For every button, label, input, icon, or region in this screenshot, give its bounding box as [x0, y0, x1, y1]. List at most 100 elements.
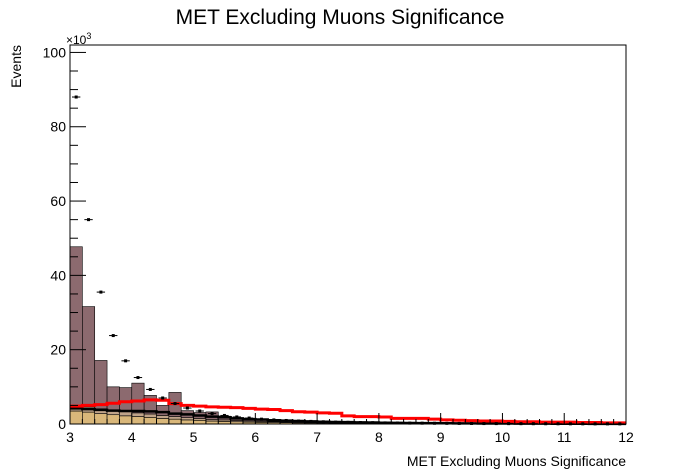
histogram-bar-stack2-bin9 [168, 416, 182, 420]
data-point-bin7 [146, 387, 155, 391]
histogram-bar-stack1-bin10 [180, 419, 194, 425]
data-point-bin22 [331, 420, 340, 424]
y-tick-label-60: 60 [50, 193, 66, 209]
histogram-bar-stack1-bin11 [193, 419, 207, 425]
data-points-layer [72, 95, 624, 426]
data-point-marker [395, 421, 399, 425]
histogram-bar-stack1-bin5 [119, 415, 133, 425]
data-point-marker [124, 359, 128, 363]
data-point-bin33 [467, 421, 476, 425]
histogram-bar-stack1-bin7 [143, 417, 157, 425]
data-point-bin11 [195, 409, 204, 413]
histogram-bar-stack2-bin5 [119, 411, 133, 417]
x-tick-label-8: 8 [375, 429, 383, 445]
data-point-marker [457, 421, 461, 425]
histogram-bar-stack3-bin3 [94, 360, 108, 410]
data-point-marker [222, 413, 226, 417]
histogram-bar-stack1-bin3 [94, 413, 108, 425]
x-tick-label-3: 3 [66, 429, 74, 445]
x-tick-label-10: 10 [495, 429, 511, 445]
x-tick-label-5: 5 [190, 429, 198, 445]
data-point-marker [260, 417, 264, 421]
data-point-bin3 [96, 290, 106, 294]
histogram-bar-stack2-bin10 [180, 417, 194, 421]
data-point-bin5 [121, 359, 130, 363]
data-point-marker [247, 416, 251, 420]
data-point-marker [148, 387, 152, 391]
data-point-marker [309, 419, 313, 423]
data-point-marker [136, 376, 140, 380]
data-point-marker [284, 418, 288, 422]
data-point-bin18 [282, 418, 291, 422]
data-point-bin19 [294, 419, 303, 423]
data-point-bin16 [257, 417, 266, 421]
data-point-marker [346, 420, 350, 424]
data-point-marker [272, 418, 276, 422]
data-point-marker [420, 421, 424, 425]
data-point-bin21 [319, 420, 328, 424]
data-point-marker [185, 406, 189, 410]
histogram-bar-stack2-bin8 [156, 415, 170, 419]
y-axis-title: Events [8, 45, 24, 88]
data-point-marker [408, 421, 412, 425]
data-point-marker [297, 419, 301, 423]
data-point-bin8 [158, 396, 167, 400]
histogram-bar-stack3-bin2 [82, 306, 96, 408]
data-point-marker [445, 421, 449, 425]
data-point-bin13 [220, 413, 229, 417]
data-point-marker [470, 421, 474, 425]
data-point-marker [235, 415, 239, 419]
data-point-marker [74, 95, 78, 99]
histogram-bar-stack1-bin8 [156, 418, 170, 425]
data-point-marker [99, 290, 103, 294]
data-point-bin24 [356, 421, 365, 425]
x-tick-label-12: 12 [618, 429, 634, 445]
histogram-bar-stack1-bin6 [131, 416, 145, 425]
histogram-bar-stack3-bin1 [69, 246, 83, 406]
data-point-marker [321, 420, 325, 424]
x-tick-label-11: 11 [557, 429, 572, 445]
histogram-bar-stack3-bin8 [156, 405, 170, 416]
x-tick-label-9: 9 [437, 429, 445, 445]
y-tick-label-80: 80 [50, 119, 66, 135]
y-tick-label-100: 100 [43, 44, 67, 60]
data-point-marker [432, 421, 436, 425]
data-point-marker [111, 334, 115, 338]
y-axis-multiplier: ×103 [66, 31, 91, 47]
data-point-bin1 [72, 95, 81, 99]
histogram-bar-stack3-bin4 [106, 386, 120, 411]
data-point-bin27 [393, 421, 402, 425]
data-point-marker [358, 421, 362, 425]
x-axis-title: MET Excluding Muons Significance [407, 453, 626, 469]
data-point-marker [198, 409, 202, 413]
data-point-marker [371, 421, 375, 425]
data-point-bin10 [183, 406, 192, 410]
data-point-marker [383, 421, 387, 425]
y-axis-multiplier-base: ×10 [66, 33, 87, 47]
data-point-marker [161, 396, 165, 400]
y-tick-label-20: 20 [50, 342, 66, 358]
y-tick-label-40: 40 [50, 267, 66, 283]
plot-frame [69, 44, 627, 425]
histogram-bar-stack3-bin5 [119, 387, 133, 413]
data-point-bin29 [417, 421, 427, 425]
histogram-bar-stack1-bin9 [168, 418, 182, 425]
data-point-bin12 [207, 412, 217, 416]
data-point-bin30 [430, 421, 439, 425]
histogram-bar-stack2-bin6 [131, 412, 145, 417]
data-point-bin6 [133, 376, 143, 380]
data-point-bin28 [405, 421, 414, 425]
data-point-bin17 [269, 418, 279, 422]
step-line-2 [70, 398, 626, 425]
data-point-bin26 [380, 421, 390, 425]
x-tick-label-7: 7 [313, 429, 321, 445]
data-point-bin31 [442, 421, 452, 425]
data-point-bin20 [306, 419, 316, 423]
histogram-bar-stack1-bin1 [69, 410, 83, 425]
x-tick-label-6: 6 [251, 429, 259, 445]
data-point-bin4 [109, 334, 118, 338]
data-point-marker [87, 218, 91, 222]
histogram-bar-stack1-bin2 [82, 411, 96, 425]
data-point-bin23 [343, 420, 353, 424]
